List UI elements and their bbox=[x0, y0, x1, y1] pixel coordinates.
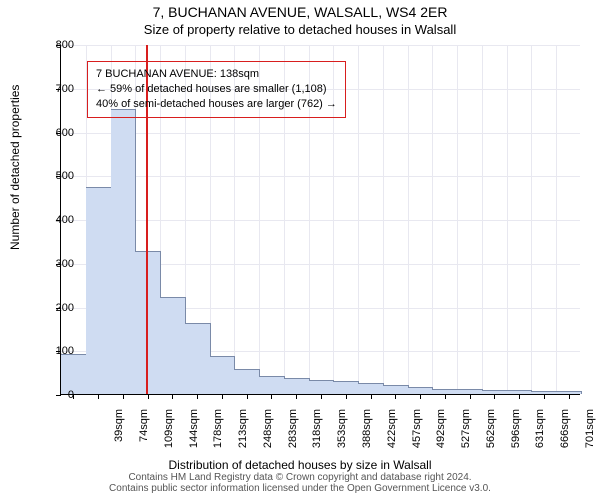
xtick-label: 213sqm bbox=[237, 409, 249, 459]
ytick-label: 0 bbox=[34, 389, 74, 401]
xtick-label: 492sqm bbox=[435, 409, 447, 459]
xtick-mark bbox=[222, 394, 223, 399]
xtick-mark bbox=[98, 394, 99, 399]
xtick-label: 666sqm bbox=[559, 409, 571, 459]
annotation-line: 40% of semi-detached houses are larger (… bbox=[96, 97, 337, 112]
chart-container: 7, BUCHANAN AVENUE, WALSALL, WS4 2ER Siz… bbox=[0, 0, 600, 500]
xtick-mark bbox=[371, 394, 372, 399]
gridline-v bbox=[507, 45, 508, 394]
xtick-label: 422sqm bbox=[386, 409, 398, 459]
annotation-line: 7 BUCHANAN AVENUE: 138sqm bbox=[96, 67, 337, 82]
xtick-label: 388sqm bbox=[361, 409, 373, 459]
xtick-mark bbox=[494, 394, 495, 399]
gridline-h bbox=[61, 45, 580, 46]
xtick-mark bbox=[470, 394, 471, 399]
histogram-bar bbox=[309, 380, 335, 394]
xtick-label: 178sqm bbox=[212, 409, 224, 459]
xtick-label: 527sqm bbox=[460, 409, 472, 459]
histogram-bar bbox=[333, 381, 359, 394]
xtick-label: 562sqm bbox=[485, 409, 497, 459]
ytick-label: 500 bbox=[34, 170, 74, 182]
gridline-v bbox=[432, 45, 433, 394]
xtick-mark bbox=[519, 394, 520, 399]
page-title: 7, BUCHANAN AVENUE, WALSALL, WS4 2ER bbox=[0, 4, 600, 20]
plot-inner: 7 BUCHANAN AVENUE: 138sqm← 59% of detach… bbox=[60, 45, 580, 395]
ytick-label: 700 bbox=[34, 83, 74, 95]
xtick-label: 248sqm bbox=[262, 409, 274, 459]
gridline-v bbox=[358, 45, 359, 394]
plot-area: 7 BUCHANAN AVENUE: 138sqm← 59% of detach… bbox=[60, 45, 580, 395]
gridline-v bbox=[556, 45, 557, 394]
gridline-v bbox=[408, 45, 409, 394]
ytick-label: 300 bbox=[34, 258, 74, 270]
xtick-label: 457sqm bbox=[411, 409, 423, 459]
histogram-bar bbox=[408, 387, 434, 394]
xtick-label: 109sqm bbox=[163, 409, 175, 459]
xtick-mark bbox=[123, 394, 124, 399]
annotation-line: ← 59% of detached houses are smaller (1,… bbox=[96, 82, 337, 97]
xtick-label: 39sqm bbox=[113, 409, 125, 459]
xtick-mark bbox=[395, 394, 396, 399]
x-axis-label: Distribution of detached houses by size … bbox=[0, 458, 600, 472]
xtick-mark bbox=[148, 394, 149, 399]
ytick-label: 200 bbox=[34, 302, 74, 314]
y-axis-label: Number of detached properties bbox=[8, 85, 22, 250]
histogram-bar bbox=[383, 385, 409, 394]
histogram-bar bbox=[86, 187, 112, 394]
chart-subtitle: Size of property relative to detached ho… bbox=[0, 22, 600, 37]
histogram-bar bbox=[111, 109, 137, 394]
footer: Contains HM Land Registry data © Crown c… bbox=[0, 472, 600, 494]
footer-line-1: Contains HM Land Registry data © Crown c… bbox=[0, 472, 600, 483]
xtick-mark bbox=[296, 394, 297, 399]
ytick-label: 800 bbox=[34, 39, 74, 51]
histogram-bar bbox=[135, 251, 161, 394]
xtick-mark bbox=[445, 394, 446, 399]
footer-line-2: Contains public sector information licen… bbox=[0, 483, 600, 494]
gridline-v bbox=[457, 45, 458, 394]
ytick-label: 100 bbox=[34, 345, 74, 357]
gridline-v bbox=[531, 45, 532, 394]
histogram-bar bbox=[210, 356, 236, 394]
gridline-v bbox=[383, 45, 384, 394]
histogram-bar bbox=[234, 369, 260, 394]
xtick-mark bbox=[247, 394, 248, 399]
xtick-mark bbox=[321, 394, 322, 399]
gridline-v bbox=[482, 45, 483, 394]
histogram-bar bbox=[259, 376, 285, 395]
annotation-box: 7 BUCHANAN AVENUE: 138sqm← 59% of detach… bbox=[87, 61, 346, 118]
gridline-h bbox=[61, 176, 580, 177]
histogram-bar bbox=[61, 354, 87, 394]
ytick-label: 400 bbox=[34, 214, 74, 226]
xtick-mark bbox=[172, 394, 173, 399]
xtick-mark bbox=[197, 394, 198, 399]
histogram-bar bbox=[160, 297, 186, 394]
xtick-mark bbox=[420, 394, 421, 399]
histogram-bar bbox=[358, 383, 384, 394]
xtick-label: 283sqm bbox=[287, 409, 299, 459]
xtick-label: 353sqm bbox=[336, 409, 348, 459]
xtick-label: 631sqm bbox=[534, 409, 546, 459]
xtick-mark bbox=[271, 394, 272, 399]
xtick-mark bbox=[346, 394, 347, 399]
xtick-mark bbox=[569, 394, 570, 399]
xtick-label: 318sqm bbox=[311, 409, 323, 459]
xtick-label: 701sqm bbox=[584, 409, 596, 459]
xtick-label: 596sqm bbox=[510, 409, 522, 459]
gridline-h bbox=[61, 133, 580, 134]
ytick-label: 600 bbox=[34, 127, 74, 139]
histogram-bar bbox=[185, 323, 211, 394]
xtick-label: 144sqm bbox=[188, 409, 200, 459]
xtick-label: 74sqm bbox=[138, 409, 150, 459]
gridline-h bbox=[61, 220, 580, 221]
xtick-mark bbox=[544, 394, 545, 399]
histogram-bar bbox=[284, 378, 310, 394]
